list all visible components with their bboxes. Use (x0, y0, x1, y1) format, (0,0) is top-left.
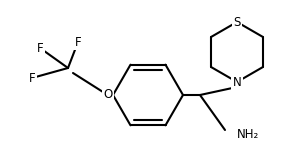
Text: NH₂: NH₂ (237, 128, 259, 140)
Text: N: N (233, 76, 241, 88)
Text: S: S (233, 15, 241, 28)
Text: F: F (75, 36, 81, 49)
Text: F: F (37, 42, 43, 55)
Text: F: F (29, 72, 35, 85)
Text: O: O (103, 88, 113, 101)
